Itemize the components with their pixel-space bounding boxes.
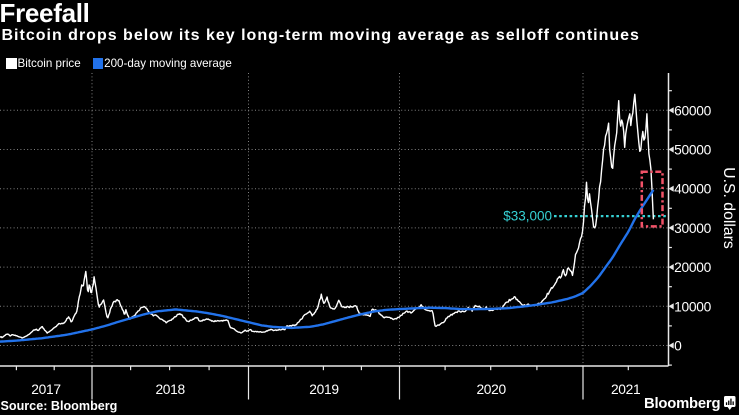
svg-text:50000: 50000 [674, 143, 711, 158]
svg-text:60000: 60000 [674, 103, 711, 118]
svg-text:2017: 2017 [31, 382, 61, 397]
svg-text:10000: 10000 [674, 299, 711, 314]
svg-text:0: 0 [674, 339, 682, 354]
svg-text:$33,000: $33,000 [503, 209, 552, 224]
svg-text:2019: 2019 [309, 382, 339, 397]
svg-text:2018: 2018 [155, 382, 185, 397]
svg-text:30000: 30000 [674, 221, 711, 236]
svg-text:20000: 20000 [674, 260, 711, 275]
svg-text:2020: 2020 [476, 382, 506, 397]
svg-text:40000: 40000 [674, 182, 711, 197]
svg-text:2021: 2021 [611, 382, 641, 397]
svg-text:U.S. dollars: U.S. dollars [720, 167, 737, 249]
